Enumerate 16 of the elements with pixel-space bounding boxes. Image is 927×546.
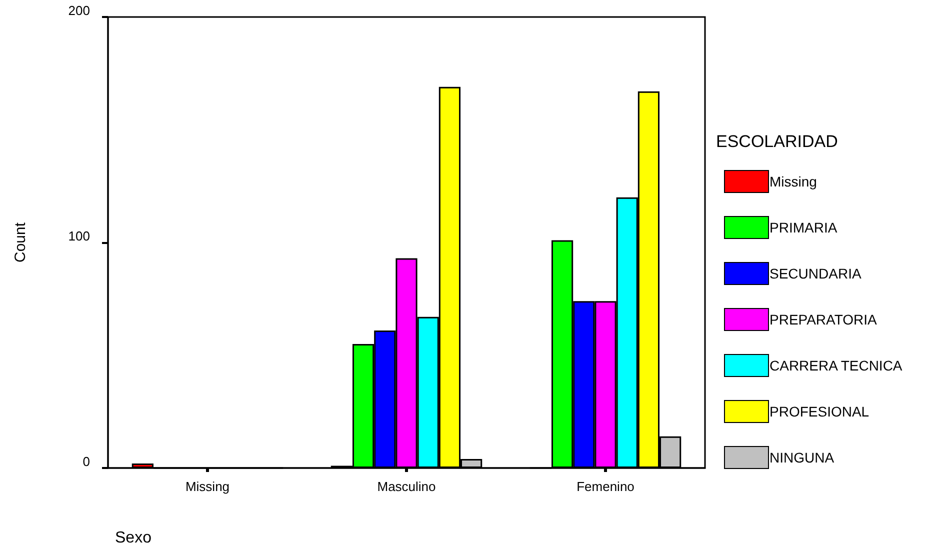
x-tick-label: Masculino [377, 479, 436, 494]
legend-label: PREPARATORIA [770, 312, 878, 328]
y-tick-label: 100 [68, 228, 90, 244]
legend-label: PRIMARIA [770, 220, 838, 236]
y-axis-title: Count [12, 222, 29, 263]
legend-label: SECUNDARIA [770, 266, 862, 282]
legend-label: PROFESIONAL [770, 404, 870, 420]
x-tick-label: Femenino [576, 479, 634, 494]
y-tick-label: 0 [82, 454, 90, 469]
x-axis-title: Sexo [115, 530, 152, 546]
legend-label: CARRERA TECNICA [770, 358, 903, 374]
legend-label: Missing [770, 174, 817, 190]
legend-label: NINGUNA [770, 450, 835, 466]
legend-title: ESCOLARIDAD [716, 132, 838, 151]
y-tick-label: 200 [68, 3, 90, 18]
x-tick-label: Missing [185, 479, 230, 494]
